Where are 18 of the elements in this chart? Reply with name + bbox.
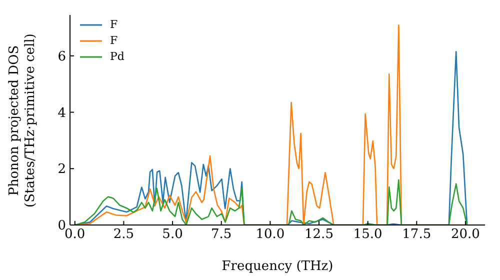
y-tick-label: 4 [58, 106, 66, 121]
legend-label: Pd [110, 50, 124, 64]
x-tick-label: 2.5 [113, 227, 134, 242]
legend-label: F [110, 34, 118, 48]
legend-label: F [110, 18, 118, 32]
x-axis-title: Frequency (THz) [222, 259, 334, 274]
y-tick-label: 0 [58, 218, 66, 234]
y-axis-title: Phonon projected DOS (States/THz·primitive cell) [7, 33, 38, 208]
x-tick-label: 7.5 [211, 227, 232, 242]
x-tick-label: 20.0 [450, 227, 480, 242]
x-tick-label: 0.0 [64, 227, 86, 242]
x-tick-label: 15.0 [353, 227, 382, 242]
x-tick-label: 10.0 [256, 227, 285, 242]
y-tick-label: 6 [58, 49, 66, 64]
x-tick-label: 17.5 [402, 227, 432, 242]
x-tick-label: 12.5 [304, 227, 334, 242]
y-tick-label: 2 [58, 162, 66, 178]
x-tick-label: 5.0 [162, 227, 183, 242]
